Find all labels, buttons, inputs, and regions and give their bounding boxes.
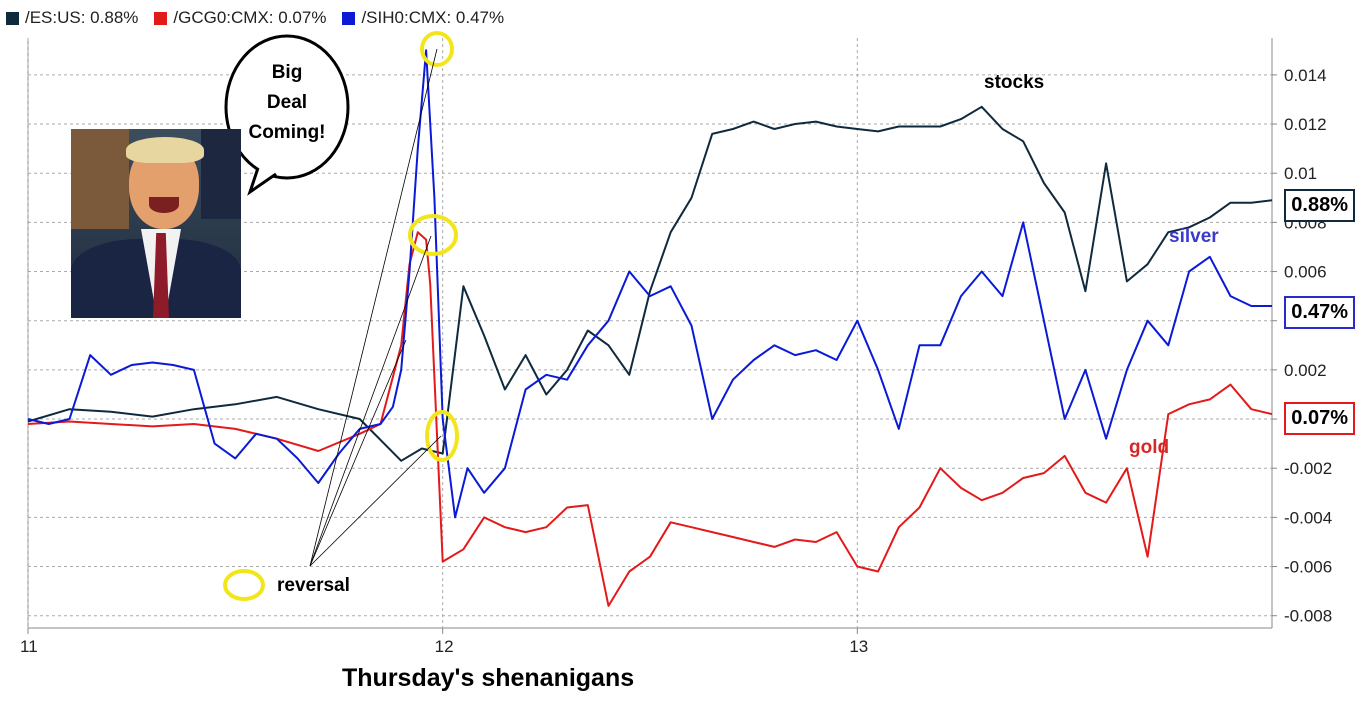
annotation-pointer [309, 339, 407, 567]
legend-swatch [6, 11, 19, 25]
legend-label: /SIH0:CMX: 0.47% [361, 8, 505, 27]
legend-item-gold[interactable]: /GCG0:CMX: 0.07% [154, 8, 326, 28]
y-tick-label: 0.002 [1284, 361, 1327, 380]
speech-bubble [224, 34, 350, 180]
x-axis-ticks: 11 12 13 [20, 628, 868, 656]
reversal-circle-silver [420, 31, 454, 67]
y-tick-label: 0.01 [1284, 164, 1317, 183]
annotation-pointer [309, 235, 432, 567]
speech-bubble-line-2: Deal [266, 92, 308, 113]
chart-caption: Thursday's shenanigans [342, 664, 635, 692]
annotation-silver: silver [1169, 226, 1219, 247]
photo-background [71, 129, 129, 229]
series-line-sih0cmx [27, 49, 1272, 519]
y-tick-label: -0.008 [1284, 607, 1332, 626]
x-tick-label: 12 [435, 637, 454, 656]
annotation-reversal: reversal [277, 575, 350, 596]
series-line-gcg0cmx [27, 231, 1273, 607]
reversal-circle-gold [408, 214, 458, 256]
trump-photo [71, 129, 241, 318]
legend-label: /GCG0:CMX: 0.07% [173, 8, 327, 27]
reversal-circle-stocks [425, 410, 459, 462]
series-line-esus [27, 105, 1273, 462]
speech-bubble-line-1: Big [271, 62, 303, 83]
x-tick-label: 11 [20, 637, 38, 656]
chart-legend: /ES:US: 0.88% /GCG0:CMX: 0.07% /SIH0:CMX… [6, 8, 504, 28]
reversal-legend-circle [223, 569, 265, 601]
annotations-layer: stocks silver gold reversal [223, 31, 1219, 601]
y-tick-label: 0.006 [1284, 263, 1327, 282]
mouth [149, 197, 179, 213]
y-tick-label: -0.004 [1284, 508, 1332, 527]
photo-background [201, 129, 241, 219]
value-tag-gold: 0.07% [1284, 402, 1355, 435]
legend-swatch [154, 11, 168, 25]
speech-bubble-line-3: Coming! [248, 122, 326, 143]
grid-lines [27, 38, 1273, 629]
annotation-pointer [309, 435, 442, 567]
speech-bubble-tail [247, 167, 277, 196]
y-tick-label: 0.012 [1284, 115, 1327, 134]
legend-item-es[interactable]: /ES:US: 0.88% [6, 8, 138, 28]
tie [153, 233, 169, 318]
value-tag-stocks: 0.88% [1284, 189, 1355, 222]
legend-label: /ES:US: 0.88% [25, 8, 139, 27]
value-tag-silver: 0.47% [1284, 296, 1355, 329]
y-tick-label: -0.002 [1284, 459, 1332, 478]
y-axis-ticks: 0.0140.0120.010.0080.0060.0040.0020-0.00… [1272, 66, 1332, 626]
y-tick-label: 0.014 [1284, 66, 1327, 85]
y-tick-label: -0.006 [1284, 558, 1332, 577]
x-tick-label: 13 [849, 637, 868, 656]
annotation-pointer [309, 48, 438, 567]
series-lines [27, 49, 1273, 607]
legend-item-silver[interactable]: /SIH0:CMX: 0.47% [342, 8, 504, 28]
legend-swatch [342, 11, 356, 25]
hair [126, 137, 204, 163]
annotation-gold: gold [1129, 437, 1169, 458]
annotation-stocks: stocks [984, 72, 1044, 93]
